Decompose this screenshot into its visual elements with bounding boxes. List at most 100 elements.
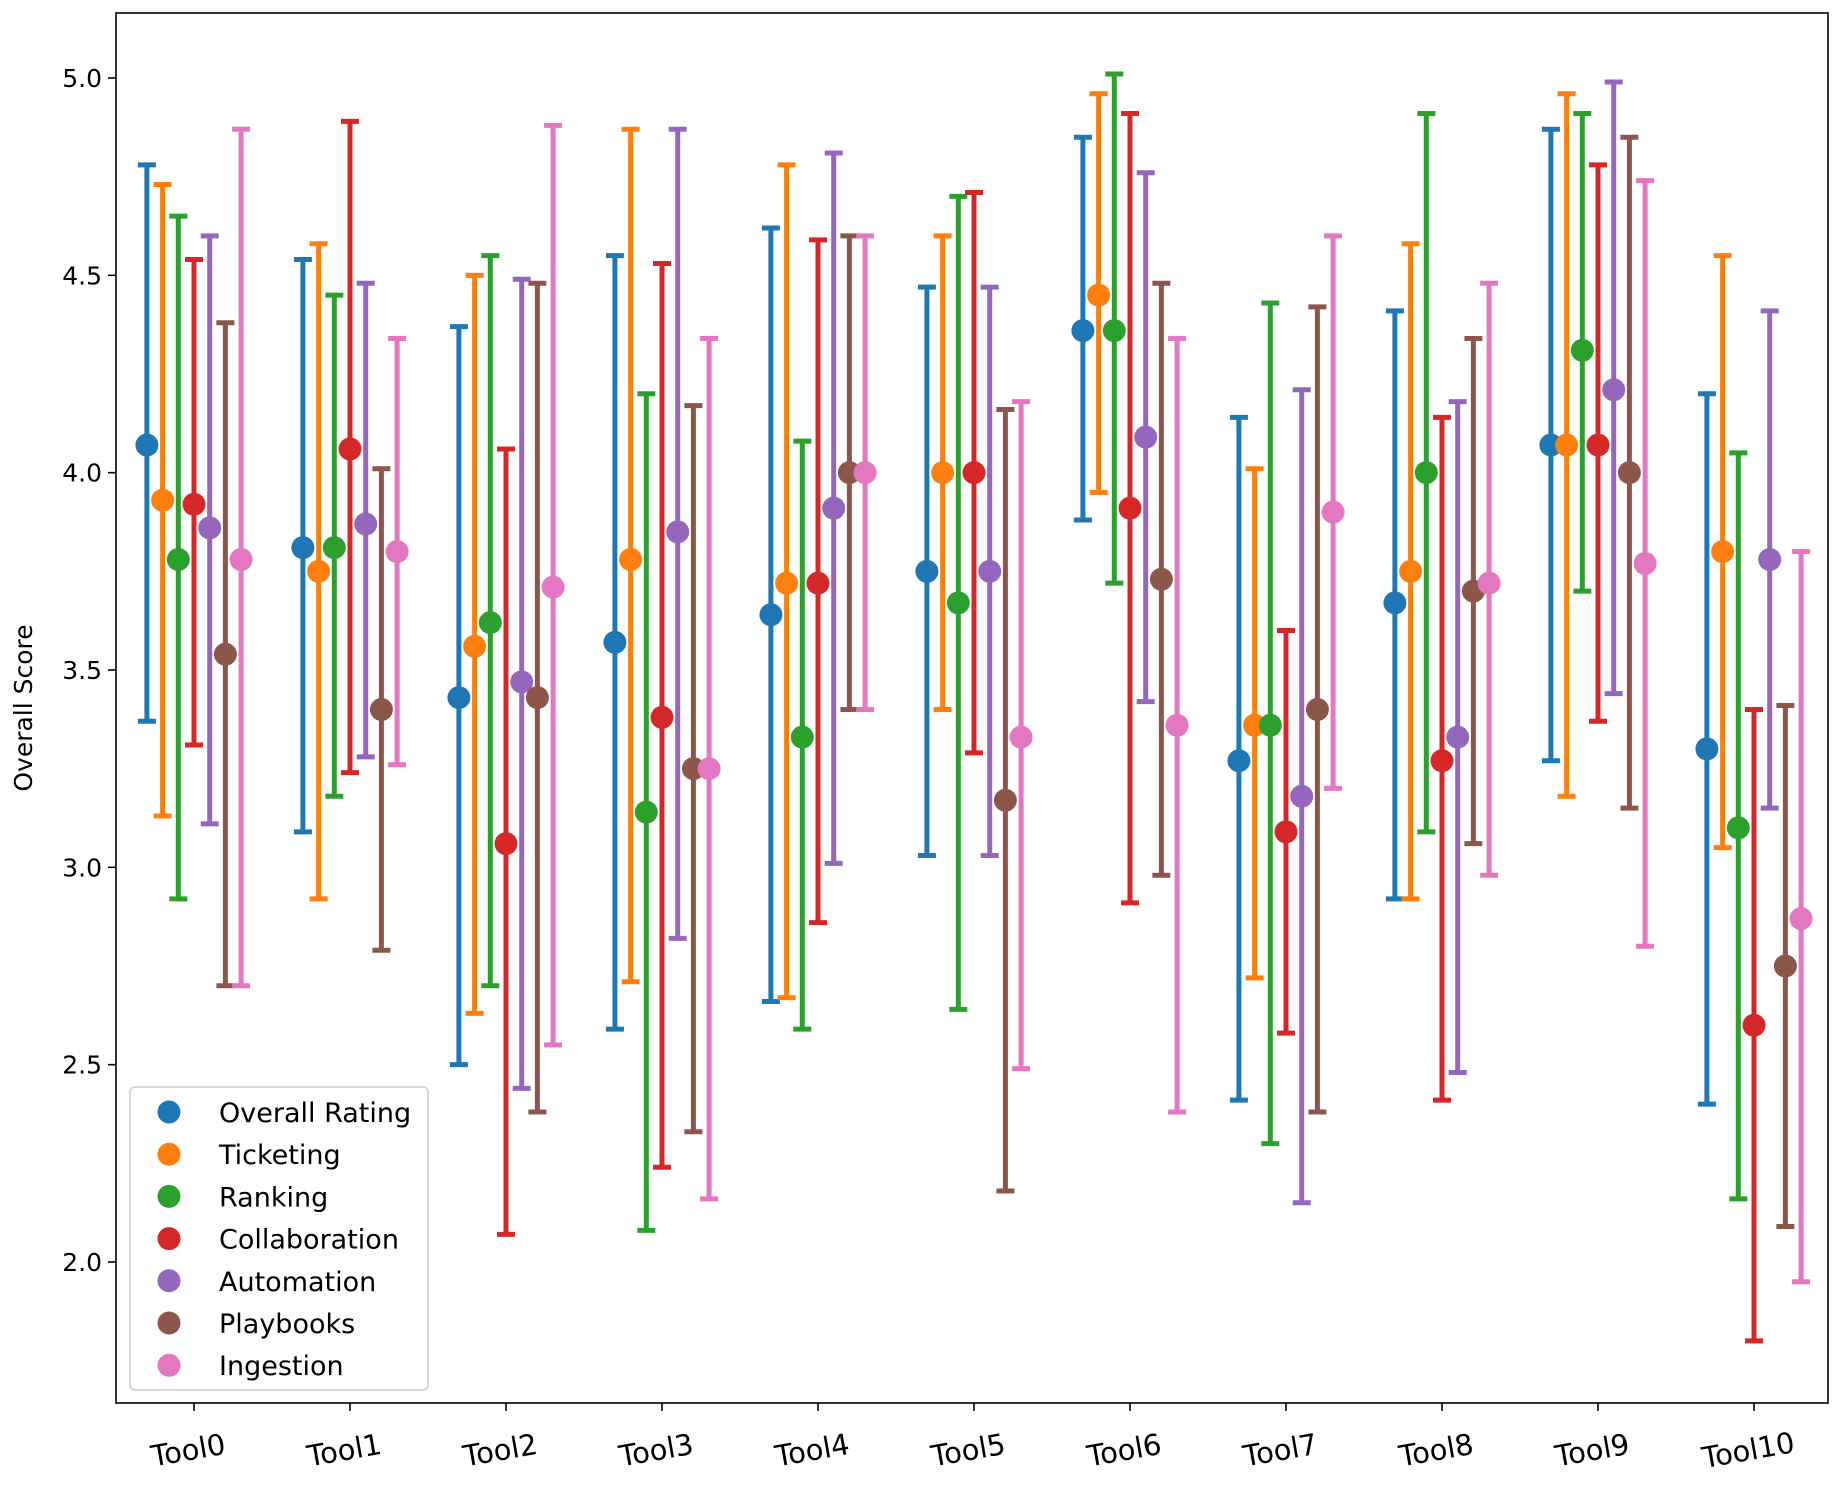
mean-point [759,603,783,627]
series-automation [198,79,1782,1206]
mean-point [1477,571,1501,595]
plot-area [135,71,1813,1344]
legend-item: Ticketing [157,1140,341,1171]
mean-point [1602,378,1626,402]
mean-point [1726,816,1750,840]
mean-point [1227,749,1251,773]
mean-point [1570,338,1594,362]
y-tick-label: 3.5 [62,656,102,685]
mean-point [978,559,1002,583]
mean-point [541,575,565,599]
mean-point [369,697,393,721]
mean-point [385,540,409,564]
legend-item: Playbooks [157,1309,355,1340]
legend-label: Collaboration [219,1225,399,1256]
mean-point [1258,713,1282,737]
y-tick-label: 5.0 [62,64,102,93]
series-collaboration [182,111,1766,1344]
mean-point [1399,559,1423,583]
legend-item: Collaboration [157,1225,399,1256]
mean-point [806,571,830,595]
mean-point [993,788,1017,812]
y-axis: 2.0 2.5 3.0 3.5 4.0 4.5 5.0 [62,64,116,1277]
series-playbooks [213,134,1797,1229]
mean-point [1555,433,1579,457]
mean-point [166,547,190,571]
mean-point [1695,737,1719,761]
axes-frame [115,12,1829,1404]
mean-point [1118,496,1142,520]
legend-marker [157,1100,181,1124]
legend-item: Ingestion [157,1351,344,1382]
mean-point [447,686,471,710]
legend-marker [157,1227,181,1251]
legend-label: Overall Rating [219,1098,411,1129]
mean-point [307,559,331,583]
mean-point [1134,425,1158,449]
y-tick-label: 3.0 [62,853,102,882]
mean-point [1789,907,1813,931]
mean-point [1446,725,1470,749]
mean-point [291,536,315,560]
mean-point [354,512,378,536]
legend-marker [157,1142,181,1166]
mean-point [931,461,955,485]
y-axis-label: Overall Score [9,624,38,791]
mean-point [1586,433,1610,457]
legend-label: Playbooks [219,1309,355,1340]
mean-point [634,800,658,824]
y-tick-label: 2.0 [62,1248,102,1277]
legend-box [129,1086,429,1391]
mean-point [322,536,346,560]
legend-marker [157,1269,181,1293]
y-tick-label: 2.5 [62,1051,102,1080]
mean-point [822,496,846,520]
legend-item: Ranking [157,1182,328,1213]
mean-point [494,832,518,856]
mean-point [182,492,206,516]
mean-point [775,571,799,595]
mean-point [853,461,877,485]
mean-point [1009,725,1033,749]
mean-point [697,757,721,781]
series-ticketing [151,91,1735,1016]
legend-label: Ranking [219,1182,328,1213]
legend-label: Ingestion [219,1351,344,1382]
legend-marker [157,1311,181,1335]
mean-point [1087,283,1111,307]
mean-point [478,611,502,635]
mean-point [946,591,970,615]
mean-point [962,461,986,485]
mean-point [1305,697,1329,721]
mean-point [1430,749,1454,773]
mean-point [1165,713,1189,737]
mean-point [525,686,549,710]
y-tick-label: 4.5 [62,261,102,290]
legend-item: Overall Rating [157,1098,411,1129]
legend-label: Automation [219,1267,376,1298]
legend-marker [157,1184,181,1208]
mean-point [1290,784,1314,808]
mean-point [198,516,222,540]
mean-point [915,559,939,583]
mean-point [619,547,643,571]
mean-point [1071,319,1095,343]
mean-point [1321,500,1345,524]
mean-point [1149,567,1173,591]
mean-point [1274,820,1298,844]
legend: Overall Rating Ticketing Ranking Collaborat… [129,1086,429,1391]
mean-point [603,630,627,654]
mean-point [666,520,690,544]
mean-point [1633,551,1657,575]
mean-point [135,433,159,457]
mean-point [1617,461,1641,485]
mean-point [213,642,237,666]
series-overall-rating [135,126,1719,1107]
legend-item: Automation [157,1267,376,1298]
mean-point [1383,591,1407,615]
mean-point [1742,1013,1766,1037]
y-tick-label: 4.0 [62,459,102,488]
mean-point [1711,540,1735,564]
mean-point [338,437,362,461]
